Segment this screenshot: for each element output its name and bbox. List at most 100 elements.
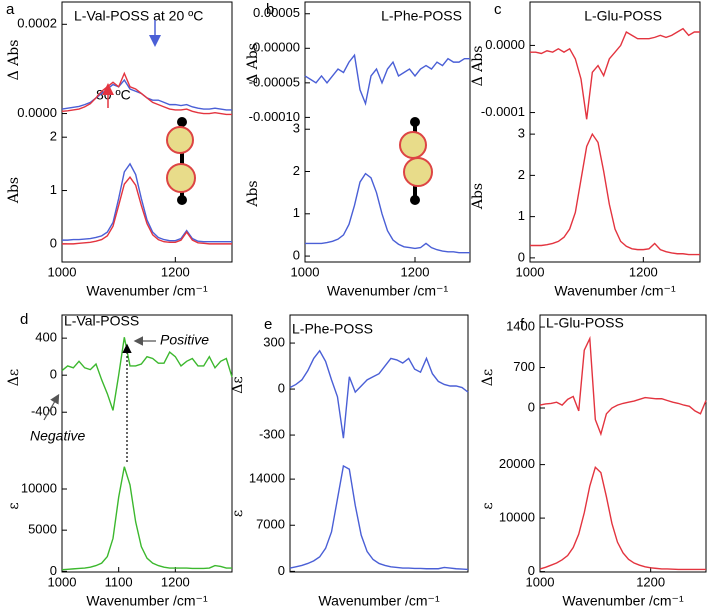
plot-frame [529,1,701,263]
y-tick-label: 0 [528,399,535,414]
y-axis-label: ε [6,502,22,509]
y-axis-label: Abs [470,183,486,210]
y-tick-label: 5000 [28,522,57,537]
molecule-icon [166,117,196,205]
x-axis-label: Wavenumber /cm⁻¹ [554,283,676,299]
spectrum-line [539,335,707,437]
y-tick-label: -400 [31,404,57,419]
y-tick-label: 0 [50,563,57,578]
annotation: Negative [30,428,85,444]
spectrum-line [62,176,232,245]
y-tick-label: 3 [518,126,525,141]
x-tick-label: 1200 [401,264,430,279]
x-axis-label: Wavenumber /cm⁻¹ [86,283,208,299]
x-axis-label: Wavenumber /cm⁻¹ [562,593,684,607]
x-tick-label: 1200 [629,264,658,279]
x-axis-label: Wavenumber /cm⁻¹ [327,283,449,299]
y-axis-label: Δε [6,369,22,386]
y-tick-label: 2 [293,163,300,178]
y-tick-label: -0.00005 [249,74,300,89]
panel-title: L-Glu-POSS [584,8,662,24]
panel-label: f [520,316,525,333]
y-tick-label: 0 [50,367,57,382]
spectrum-line [289,349,469,439]
molecule-icon [399,117,433,205]
y-tick-label: 1 [518,208,525,223]
y-tick-label: 3 [293,121,300,136]
y-axis-label: Δ Abs [245,43,261,84]
y-axis-label: ε [480,502,496,509]
y-tick-label: 0.0002 [17,16,57,31]
spectrum-line [304,53,470,107]
y-tick-label: 14000 [249,471,285,486]
panel-title: L-Val-POSS [64,313,139,329]
y-tick-label: 0 [528,563,535,578]
y-axis-label: Δε [230,376,246,393]
plot-frame [61,314,233,573]
x-tick-label: 1200 [161,264,190,279]
y-tick-label: 1 [293,205,300,220]
arrow [43,393,60,421]
plot-frame [289,314,469,573]
y-tick-label: 1 [50,182,57,197]
spectrum-line [62,162,232,243]
y-tick-label: 0 [50,235,57,250]
panel-label: a [6,1,15,18]
x-tick-label: 1000 [516,264,545,279]
y-tick-label: 0.00000 [253,40,300,55]
x-tick-label: 1200 [161,574,190,589]
y-tick-label: 10000 [21,480,57,495]
panel-label: d [20,311,28,328]
spectrum-line [61,71,232,116]
spectrum-line [539,465,706,571]
y-tick-label: 10000 [499,510,535,525]
y-tick-label: -0.00010 [249,109,300,124]
y-tick-label: 20000 [499,456,535,471]
y-tick-label: 0.0000 [17,105,57,120]
y-tick-label: 0.00005 [253,5,300,20]
decorations [43,20,433,462]
y-tick-label: 0 [278,381,285,396]
y-tick-label: 300 [263,334,285,349]
y-tick-label: 7000 [256,517,285,532]
spectrum-line [289,464,469,571]
spectrum-line [530,132,700,256]
plot-frame [539,314,707,573]
y-tick-label: -300 [259,427,285,442]
y-axis-label: Δ Abs [6,40,22,81]
spectrum-line [305,172,470,254]
y-tick-label: 0 [278,563,285,578]
y-tick-label: 0 [293,248,300,263]
y-tick-label: 0 [518,249,525,264]
x-tick-label: 1000 [291,264,320,279]
panel-title: L-Phe-POSS [292,321,373,337]
plot-frame [304,1,471,263]
panel-title: L-Phe-POSS [381,8,462,24]
y-tick-label: 400 [35,330,57,345]
plot-frame [61,1,233,263]
y-axis-label: Δ Abs [470,46,486,87]
panel-title: L-Glu-POSS [546,315,624,331]
y-tick-label: -0.0001 [481,104,525,119]
y-tick-label: 700 [513,359,535,374]
spectrum-line [61,337,233,411]
spectrum-line [530,27,700,120]
x-tick-label: 1000 [48,574,77,589]
x-axis-label: Wavenumber /cm⁻¹ [86,593,208,607]
x-tick-label: 1200 [636,574,665,589]
x-axis-label: Wavenumber /cm⁻¹ [318,593,440,607]
panel-label: c [494,1,502,18]
y-axis-label: Abs [6,177,22,204]
y-axis-label: Abs [245,180,261,207]
y-tick-label: 1400 [506,318,535,333]
y-axis-label: ε [230,510,246,517]
panel-label: b [266,1,274,18]
x-tick-label: 1100 [105,574,133,589]
spectrum-line [61,466,232,571]
annotation: Positive [160,332,209,348]
y-axis-label: Δε [480,369,496,386]
y-tick-label: 2 [518,167,525,182]
y-tick-label: 2 [50,129,57,144]
panel-label: e [264,316,272,333]
